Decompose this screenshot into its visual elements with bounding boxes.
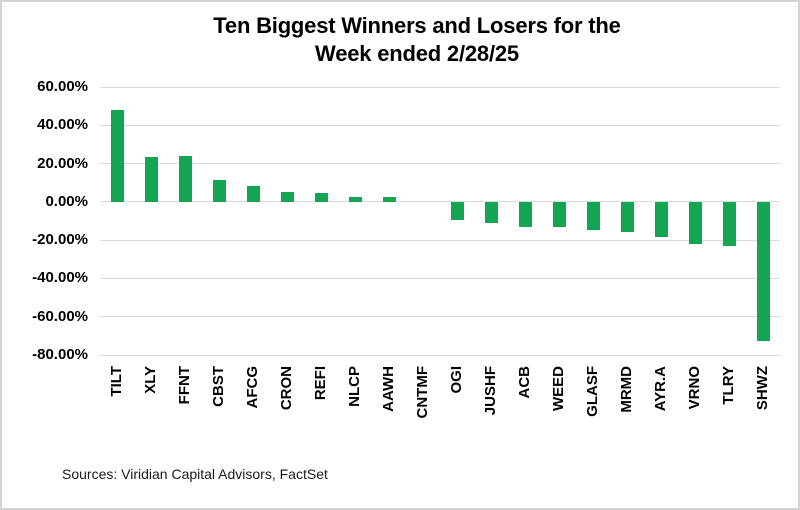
bar-OGI [450, 201, 464, 221]
x-axis-tick-label-GLASF: GLASF [584, 366, 601, 417]
bar-CRON [280, 191, 294, 202]
x-axis-tick-label-REFI: REFI [312, 366, 329, 401]
x-axis-tick-label-AFCG: AFCG [244, 366, 261, 409]
bar-JUSHF [484, 201, 498, 224]
bar-SHWZ [756, 201, 770, 341]
x-axis-tick-label-TLRY: TLRY [720, 366, 737, 405]
bar-CBST [212, 180, 226, 202]
x-axis-tick-label-WEED: WEED [550, 366, 567, 411]
bar-AYR.A [654, 201, 668, 238]
bar-TILT [110, 109, 124, 202]
x-axis-tick-label-NLCP: NLCP [346, 366, 363, 407]
y-axis-tick-label: -20.00% [32, 231, 88, 249]
x-axis-tick-label-JUSHF: JUSHF [482, 366, 499, 416]
x-axis-tick-label-FFNT: FFNT [176, 366, 193, 405]
chart-title-line1: Ten Biggest Winners and Losers for the [213, 13, 621, 38]
gridline [100, 86, 780, 88]
bar-ACB [518, 201, 532, 228]
gridline [100, 124, 780, 126]
bar-XLY [144, 156, 158, 202]
gridline [100, 239, 780, 241]
gridline [100, 277, 780, 279]
gridline [100, 316, 780, 318]
bar-NLCP [348, 197, 362, 202]
y-axis-tick-label: 0.00% [45, 192, 88, 210]
source-note: Sources: Viridian Capital Advisors, Fact… [62, 466, 328, 482]
bar-TLRY [722, 201, 736, 246]
y-axis-tick-label: -80.00% [32, 346, 88, 363]
y-axis-tick-label: -40.00% [32, 269, 88, 287]
x-axis-tick-label-SHWZ: SHWZ [754, 366, 771, 411]
y-axis-tick-label: 40.00% [37, 116, 88, 134]
chart-title-line2: Week ended 2/28/25 [315, 41, 519, 66]
x-axis-tick-label-VRNO: VRNO [686, 366, 703, 410]
bar-WEED [552, 201, 566, 227]
x-axis-tick-label-MRMD: MRMD [618, 366, 635, 413]
y-axis-tick-label: 60.00% [37, 78, 88, 95]
x-axis-tick-label-ACB: ACB [516, 366, 533, 399]
gridline [100, 201, 780, 203]
bar-FFNT [178, 156, 192, 202]
bar-AFCG [246, 185, 260, 202]
x-axis-tick-label-TILT: TILT [108, 366, 125, 397]
bar-MRMD [620, 201, 634, 233]
gridline [100, 354, 780, 356]
y-axis-tick-label: -60.00% [32, 307, 88, 325]
bar-GLASF [586, 201, 600, 231]
x-axis-tick-label-CNTMF: CNTMF [414, 366, 431, 419]
x-axis-tick-label-CRON: CRON [278, 366, 295, 411]
bar-REFI [314, 193, 328, 202]
x-axis-tick-label-AYR.A: AYR.A [652, 366, 669, 412]
bar-AAWH [382, 197, 396, 202]
x-axis-tick-label-CBST: CBST [210, 366, 227, 407]
y-axis-tick-label: 20.00% [37, 154, 88, 172]
x-axis-tick-label-XLY: XLY [142, 366, 159, 394]
bar-VRNO [688, 201, 702, 244]
gridline [100, 163, 780, 165]
chart-title: Ten Biggest Winners and Losers for the W… [42, 12, 792, 68]
x-axis-tick-label-OGI: OGI [448, 366, 465, 394]
x-axis-tick-label-AAWH: AAWH [380, 366, 397, 412]
